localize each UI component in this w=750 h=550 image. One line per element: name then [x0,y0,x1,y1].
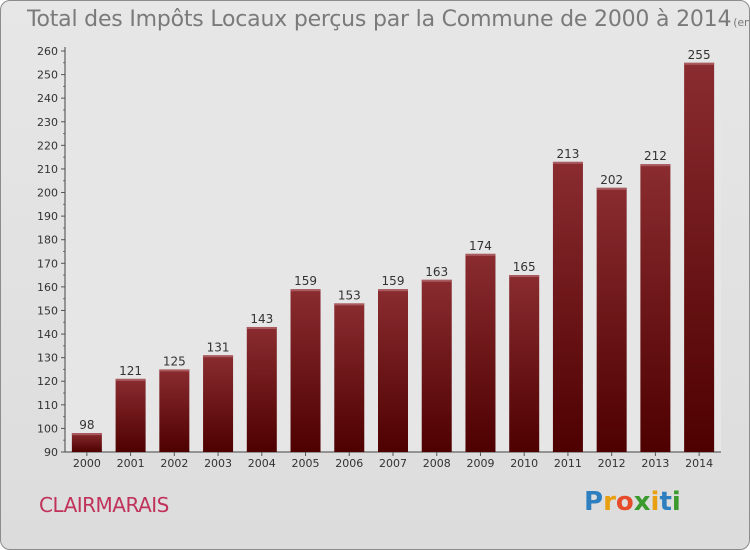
bar-2014 [684,62,715,452]
data-label: 255 [688,48,711,62]
y-tick-label: 130 [37,352,58,365]
data-label: 174 [469,239,492,253]
data-label: 153 [338,288,361,302]
logo-letter: i [650,487,660,517]
bar-2004 [246,326,277,452]
x-tick-label: 2010 [510,457,538,470]
x-tick-label: 2009 [466,457,494,470]
x-tick-label: 2005 [292,457,320,470]
y-tick-label: 230 [37,116,58,129]
x-tick-label: 2003 [204,457,232,470]
bar-highlight [71,433,102,436]
x-tick-label: 2007 [379,457,407,470]
chart-unit: (en milliers d'€) [733,16,750,29]
data-label: 213 [556,147,579,161]
bar-highlight [290,289,321,292]
bar-2000 [71,433,102,452]
y-tick-label: 200 [37,187,58,200]
y-tick-label: 120 [37,375,58,388]
data-label: 165 [513,260,536,274]
y-tick-label: 170 [37,257,58,270]
y-tick-label: 220 [37,139,58,152]
bar-2011 [552,161,583,453]
bar-highlight [640,164,671,167]
data-label: 212 [644,149,667,163]
logo-letter: r [603,487,616,517]
bar-2007 [378,289,408,452]
x-tick-label: 2012 [598,457,626,470]
bar-highlight [115,378,146,381]
bar-highlight [465,253,496,256]
bar-highlight [509,275,540,278]
x-tick-label: 2008 [423,457,451,470]
bar-highlight [334,303,365,306]
x-tick-label: 2013 [641,457,669,470]
logo-letter: P [584,487,604,517]
bar-2002 [159,369,190,452]
logo-letter: t [659,487,672,517]
x-tick-label: 2001 [117,457,145,470]
bar-2001 [115,378,146,452]
bar-highlight [596,187,627,190]
x-tick-label: 2011 [554,457,582,470]
bar-2010 [509,275,540,452]
data-label: 131 [207,340,230,354]
logo-letter: i [671,487,681,517]
bar-2012 [596,187,627,452]
bar-highlight [421,279,452,282]
y-tick-label: 180 [37,234,58,247]
y-tick-label: 260 [37,45,58,58]
bar-2009 [465,253,496,452]
data-label: 121 [119,364,142,378]
x-tick-label: 2004 [248,457,276,470]
x-tick-label: 2000 [73,457,101,470]
data-label: 202 [600,173,623,187]
data-label: 143 [250,312,273,326]
y-tick-label: 240 [37,92,58,105]
bar-highlight [246,326,277,329]
data-label: 125 [163,354,186,368]
logo-letter: o [615,487,634,517]
bar-highlight [203,355,234,358]
chart-title: Total des Impôts Locaux perçus par la Co… [27,7,750,32]
y-tick-label: 250 [37,69,58,82]
y-tick-label: 140 [37,328,58,341]
bar-highlight [552,161,583,164]
chart-title-text: Total des Impôts Locaux perçus par la Co… [27,7,732,32]
bar-2013 [640,164,671,453]
y-tick-label: 160 [37,281,58,294]
x-tick-label: 2014 [685,457,713,470]
proxiti-logo: Proxiti [584,487,681,517]
data-label: 98 [79,418,94,432]
bar-2006 [334,303,365,452]
bar-2005 [290,289,321,452]
bar-highlight [684,62,715,65]
y-tick-label: 110 [37,399,58,412]
bar-highlight [159,369,190,372]
data-label: 163 [425,265,448,279]
logo-letter: x [633,487,651,517]
data-label: 159 [294,274,317,288]
x-tick-label: 2002 [160,457,188,470]
data-label: 159 [382,274,405,288]
commune-name: CLAIRMARAIS [39,493,169,517]
x-tick-label: 2006 [335,457,363,470]
y-tick-label: 190 [37,210,58,223]
bar-2003 [203,355,234,452]
bar-2008 [421,279,452,452]
y-tick-label: 100 [37,422,58,435]
y-tick-label: 90 [44,446,58,459]
bar-highlight [378,289,408,292]
y-tick-label: 210 [37,163,58,176]
y-tick-label: 150 [37,304,58,317]
